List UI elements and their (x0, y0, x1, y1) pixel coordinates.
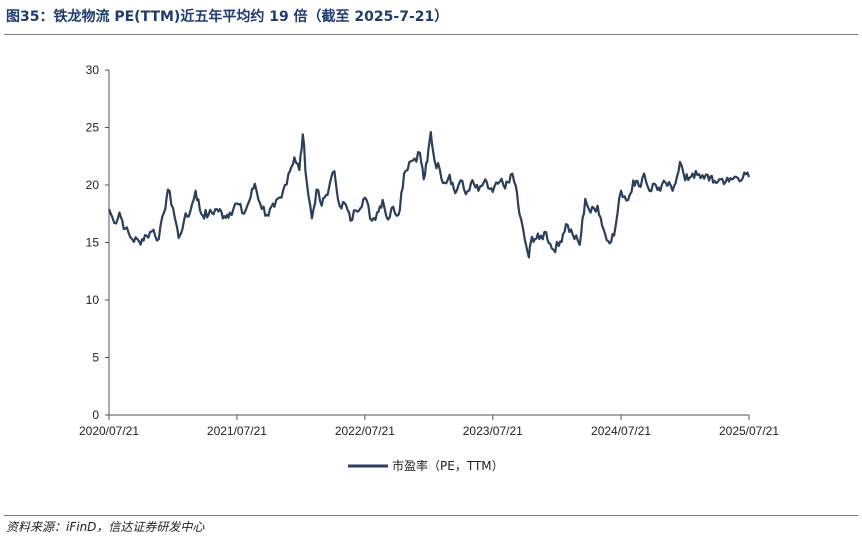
x-axis: 2020/07/21 2021/07/21 2022/07/21 2023/07/21… (79, 414, 779, 438)
series-layer (107, 131, 751, 259)
y-tick-label: 0 (92, 408, 99, 422)
figure-title: 图35：铁龙物流 PE(TTM)近五年平均约 19 倍（截至 2025-7-21… (6, 9, 449, 25)
x-tick-label: 2022/07/21 (335, 424, 395, 438)
bottom-divider (4, 515, 858, 516)
series-line-0 (107, 131, 751, 259)
legend: 市盈率（PE，TTM） (348, 458, 504, 473)
x-tick-label: 2024/07/21 (591, 424, 651, 438)
y-axis: 0 5 10 15 20 25 30 (86, 63, 110, 422)
y-tick-label: 20 (86, 178, 100, 192)
pe-line-chart: 0 5 10 15 20 25 30 2020/07/21 2021/07/21 2022/07… (79, 63, 779, 473)
legend-label: 市盈率（PE，TTM） (392, 458, 504, 473)
x-tick-label: 2023/07/21 (463, 424, 523, 438)
x-tick-label: 2021/07/21 (207, 424, 267, 438)
x-tick-label: 2020/07/21 (79, 424, 139, 438)
y-tick-label: 10 (86, 293, 100, 307)
y-tick-label: 30 (86, 63, 100, 77)
source-note: 资料来源：iFinD，信达证券研发中心 (6, 520, 205, 534)
y-tick-label: 5 (92, 351, 99, 365)
x-tick-label: 2025/07/21 (719, 424, 779, 438)
y-tick-label: 15 (86, 236, 100, 250)
y-tick-label: 25 (86, 121, 100, 135)
top-divider (4, 34, 858, 35)
